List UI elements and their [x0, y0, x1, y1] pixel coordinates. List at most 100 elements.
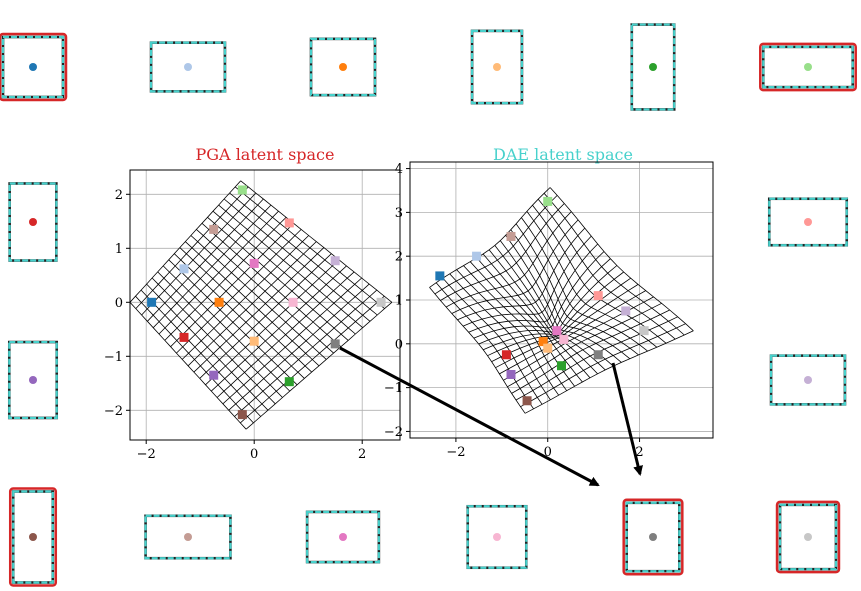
shape-sample [470, 29, 524, 105]
mesh-line [521, 217, 648, 352]
mesh-line [199, 253, 332, 379]
pga-panel: PGA latent space −2 0 2 −2 −1 0 1 2 [104, 145, 401, 462]
mesh-line [240, 295, 385, 424]
mesh-line [549, 187, 694, 332]
shape-perturbation [622, 498, 684, 576]
data-point [249, 258, 259, 268]
dae-panel: DAE latent space −2 0 2 −2 −1 0 1 2 3 4 [384, 145, 714, 460]
shape-center-dot [493, 63, 501, 71]
data-point [209, 370, 219, 380]
mesh-line [234, 289, 378, 417]
mesh-line [515, 223, 639, 356]
mesh-line [228, 283, 370, 411]
shape-outline [144, 514, 232, 560]
shape-sample [309, 37, 377, 97]
shape-outline [762, 45, 854, 89]
shape-center-dot [493, 533, 501, 541]
data-point [593, 350, 603, 360]
data-point [552, 326, 562, 336]
mesh-line [510, 229, 631, 360]
shape-perturbation [775, 500, 841, 574]
mesh-line [218, 204, 363, 329]
mesh-line [216, 271, 355, 398]
mesh-line [537, 198, 676, 340]
data-point [639, 326, 649, 336]
dae-points [435, 196, 649, 406]
shape-center-dot [29, 376, 37, 384]
shape-center-dot [184, 63, 192, 71]
mesh-line [196, 229, 334, 354]
data-point [435, 271, 445, 281]
mesh-line [201, 223, 342, 347]
pga-latent-mesh [129, 180, 393, 430]
data-point [214, 297, 224, 307]
data-point [543, 343, 553, 353]
y-tick-label: 3 [395, 206, 403, 221]
mesh-line [245, 301, 393, 430]
shape-center-dot [339, 63, 347, 71]
shape-perturbation [8, 487, 58, 587]
data-point [376, 297, 386, 307]
shape-center-dot [804, 218, 812, 226]
shape-outline [630, 23, 676, 111]
data-point [543, 196, 553, 206]
shape-center-dot [339, 533, 347, 541]
shape-center-dot [29, 533, 37, 541]
shape-sample [305, 510, 381, 564]
shape-sample [8, 487, 58, 587]
x-tick-label: 2 [635, 445, 643, 460]
data-point [506, 369, 516, 379]
shape-center-dot [29, 63, 37, 71]
shape-center-dot [184, 533, 192, 541]
data-point [557, 361, 566, 371]
x-tick-label: −2 [446, 445, 465, 460]
mesh-line [440, 203, 565, 301]
shape-sample [144, 514, 232, 560]
shape-center-dot [804, 533, 812, 541]
x-tick-label: −2 [137, 447, 156, 462]
shape-sample [767, 197, 849, 247]
mesh-line [223, 198, 371, 322]
data-point [284, 218, 294, 228]
shape-center-dot [649, 63, 657, 71]
pga-points [147, 185, 386, 420]
shape-sample [466, 504, 528, 570]
data-point [330, 256, 340, 266]
shape-sample [622, 498, 684, 576]
shape-outline [466, 505, 528, 569]
shape-outline [768, 197, 848, 247]
data-point [330, 339, 340, 349]
x-tick-label: 0 [544, 445, 552, 460]
mesh-line [234, 186, 385, 309]
y-tick-label: −1 [104, 350, 123, 365]
shape-center-dot [649, 533, 657, 541]
pga-title: PGA latent space [196, 145, 335, 164]
shape-outline [8, 340, 58, 420]
shape-center-dot [804, 376, 812, 384]
mesh-line [543, 193, 685, 336]
shape-outline [769, 354, 847, 406]
data-point [522, 396, 532, 406]
mesh-line [211, 265, 347, 392]
shape-outline [12, 490, 54, 584]
shape-outline [306, 510, 380, 564]
mesh-line [435, 282, 534, 410]
arrow-pga-to-shape [339, 346, 600, 487]
dae-tick-labels: −2 0 2 −2 −1 0 1 2 3 4 [384, 162, 644, 460]
y-tick-label: 2 [115, 188, 123, 203]
shape-outline [149, 41, 227, 93]
y-tick-label: 4 [395, 162, 403, 177]
data-point [506, 231, 516, 241]
data-point [249, 336, 259, 346]
mesh-line [205, 259, 340, 386]
mesh-line [507, 302, 662, 388]
shape-outline [309, 37, 377, 97]
mesh-line [190, 235, 327, 360]
shape-outline [778, 503, 838, 571]
y-tick-label: 1 [395, 294, 403, 309]
arrow-dae-to-shape [611, 362, 643, 476]
dae-axes-frame [409, 161, 714, 439]
shape-outline [470, 29, 524, 105]
shape-outline [8, 182, 58, 262]
